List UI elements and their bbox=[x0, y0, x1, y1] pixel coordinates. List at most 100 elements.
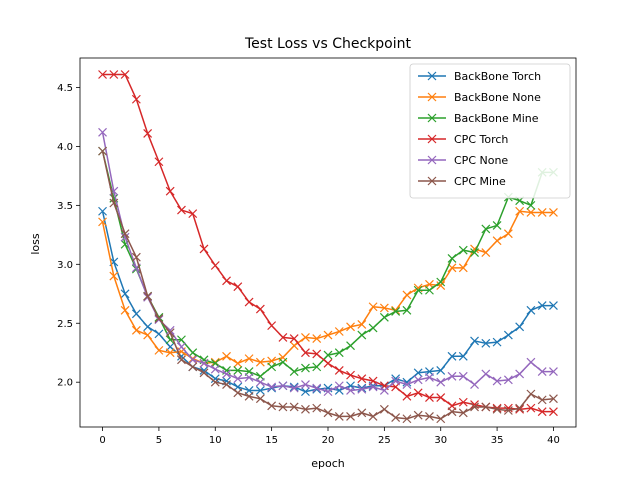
data-point bbox=[503, 375, 513, 385]
data-point bbox=[503, 229, 513, 239]
data-point bbox=[154, 314, 164, 323]
data-point bbox=[210, 364, 220, 374]
data-point bbox=[492, 220, 502, 230]
legend-entry: CPC None bbox=[418, 154, 508, 167]
data-point bbox=[177, 342, 186, 352]
data-point bbox=[357, 330, 367, 340]
data-point bbox=[492, 236, 502, 246]
data-point bbox=[346, 411, 355, 421]
data-point bbox=[98, 217, 107, 227]
data-point bbox=[323, 330, 333, 340]
data-point bbox=[165, 186, 175, 196]
x-tick-label: 10 bbox=[209, 435, 222, 446]
data-point bbox=[289, 402, 299, 412]
data-point bbox=[537, 208, 547, 217]
data-point bbox=[515, 206, 525, 216]
data-point bbox=[492, 403, 502, 413]
data-point bbox=[481, 248, 491, 257]
data-point bbox=[131, 252, 141, 262]
data-point bbox=[503, 406, 513, 415]
data-point bbox=[549, 407, 558, 417]
legend-label: BackBone None bbox=[454, 91, 541, 104]
data-point bbox=[436, 277, 446, 287]
data-point bbox=[154, 157, 164, 167]
data-point bbox=[425, 411, 434, 421]
legend-marker bbox=[427, 134, 437, 144]
data-point bbox=[391, 376, 401, 386]
data-point bbox=[312, 403, 322, 413]
data-point bbox=[289, 382, 299, 392]
legend-marker bbox=[427, 113, 437, 123]
data-point bbox=[255, 304, 265, 314]
data-point bbox=[436, 281, 446, 290]
data-point bbox=[120, 70, 130, 79]
data-point bbox=[413, 375, 423, 385]
data-point bbox=[368, 323, 378, 333]
legend-marker bbox=[427, 92, 437, 102]
data-point bbox=[188, 348, 198, 358]
legend-marker bbox=[427, 176, 437, 186]
data-point bbox=[222, 380, 231, 389]
data-point bbox=[301, 363, 310, 373]
data-point bbox=[210, 374, 220, 384]
data-point bbox=[515, 404, 525, 414]
data-point bbox=[413, 410, 423, 420]
data-point bbox=[334, 348, 344, 358]
data-point bbox=[334, 327, 344, 336]
data-point bbox=[244, 373, 254, 382]
data-point bbox=[199, 365, 209, 375]
data-point bbox=[503, 330, 513, 340]
x-tick-label: 40 bbox=[547, 435, 560, 446]
data-point bbox=[346, 341, 355, 351]
x-tick-label: 0 bbox=[99, 435, 105, 446]
data-point bbox=[526, 389, 536, 399]
data-point bbox=[165, 348, 175, 358]
data-point bbox=[549, 394, 558, 404]
data-point bbox=[323, 358, 333, 368]
data-point bbox=[177, 205, 186, 215]
data-point bbox=[278, 353, 288, 362]
data-point bbox=[379, 303, 389, 313]
data-point bbox=[458, 397, 468, 407]
data-point bbox=[267, 401, 277, 411]
data-point bbox=[255, 386, 265, 395]
data-point bbox=[515, 369, 525, 379]
data-point bbox=[301, 380, 310, 389]
data-point bbox=[312, 383, 322, 393]
data-point bbox=[334, 411, 344, 421]
y-tick-label: 2.0 bbox=[57, 378, 73, 389]
data-point bbox=[458, 351, 468, 361]
y-tick-label: 3.0 bbox=[57, 260, 73, 271]
data-point bbox=[233, 374, 243, 384]
data-point bbox=[492, 404, 502, 414]
data-point bbox=[154, 329, 164, 339]
legend-label: CPC Mine bbox=[454, 175, 506, 188]
legend-entry: BackBone Mine bbox=[418, 112, 539, 125]
data-point bbox=[222, 351, 231, 361]
data-point bbox=[98, 146, 107, 156]
data-point bbox=[357, 384, 367, 394]
y-tick-label: 3.5 bbox=[57, 201, 73, 212]
data-point bbox=[109, 271, 119, 281]
x-tick-label: 20 bbox=[322, 435, 335, 446]
data-point bbox=[402, 377, 412, 387]
data-point bbox=[244, 297, 254, 307]
data-point bbox=[177, 355, 186, 365]
data-point bbox=[425, 373, 434, 382]
data-point bbox=[312, 334, 322, 344]
data-point bbox=[199, 368, 209, 378]
data-point bbox=[98, 206, 107, 216]
data-point bbox=[515, 322, 525, 332]
data-point bbox=[357, 383, 367, 393]
data-point bbox=[210, 261, 220, 270]
data-point bbox=[199, 358, 209, 368]
data-point bbox=[402, 305, 412, 315]
data-point bbox=[537, 407, 547, 417]
data-point bbox=[233, 358, 243, 368]
data-point bbox=[436, 414, 446, 424]
data-point bbox=[143, 129, 153, 138]
series-line-backbone-torch bbox=[101, 211, 554, 393]
data-point bbox=[368, 382, 378, 392]
data-point bbox=[413, 388, 423, 398]
data-point bbox=[346, 322, 355, 332]
